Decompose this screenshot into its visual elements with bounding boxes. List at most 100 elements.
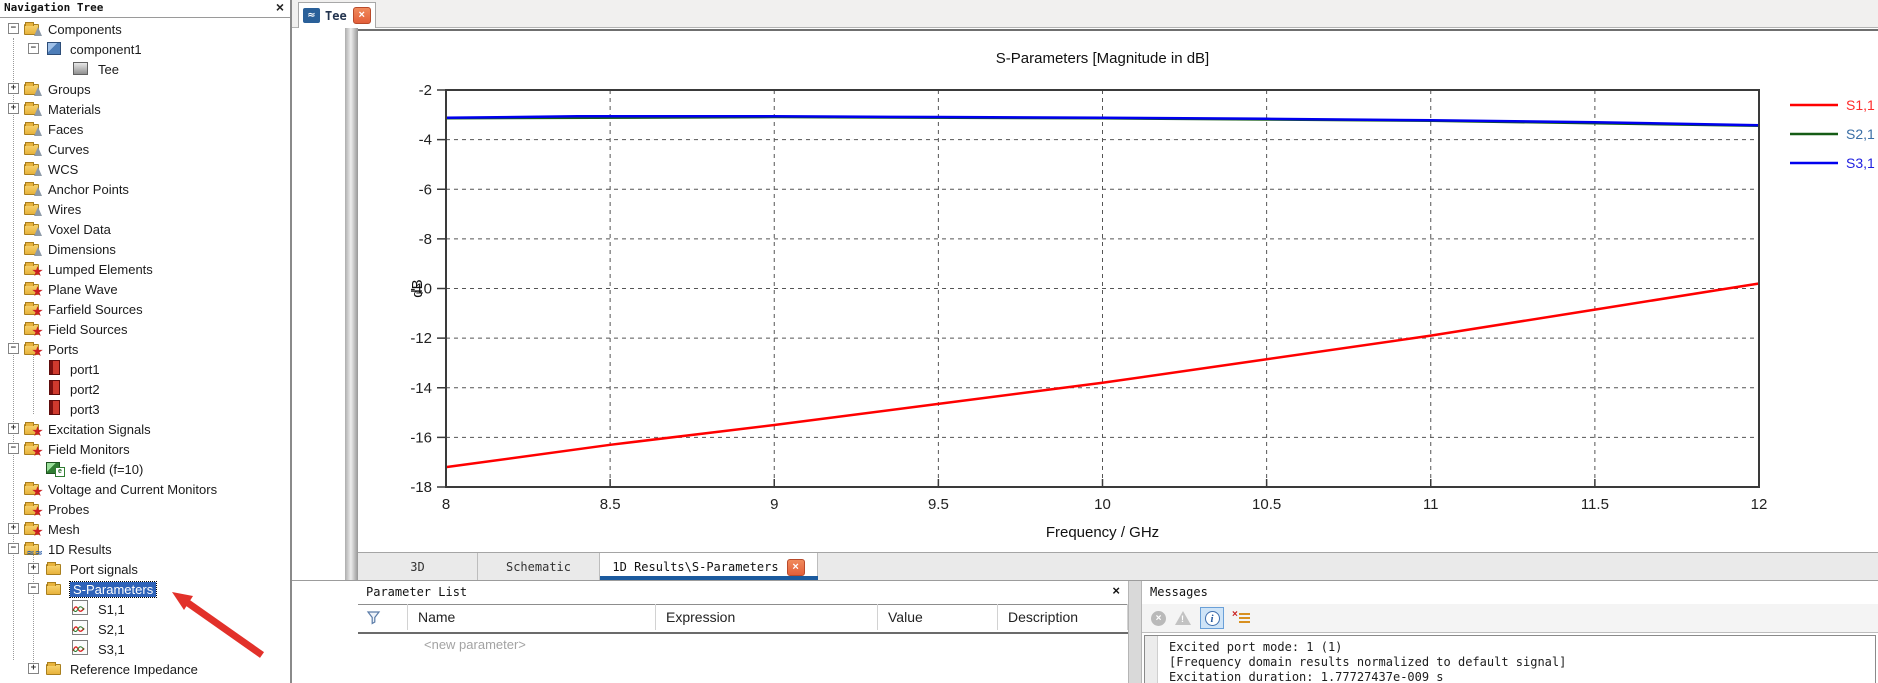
tree-item-components[interactable]: Components [42, 19, 122, 39]
message-list-icon[interactable]: × [1232, 609, 1250, 625]
folder-gear-icon [24, 501, 43, 517]
column-header-description[interactable]: Description [998, 604, 1128, 630]
result-waves-icon: ≈ [303, 8, 320, 23]
message-line: [Frequency domain results normalized to … [1169, 655, 1567, 669]
error-filter-icon[interactable]: × [1151, 610, 1166, 626]
collapse-toggle-icon[interactable]: − [8, 543, 19, 554]
x-axis-label: Frequency / GHz [1046, 524, 1159, 541]
tree-item-label: S-Parameters [68, 580, 158, 598]
x-tick-label: 9.5 [928, 496, 949, 513]
tree-item-reference-impedance[interactable]: Reference Impedance [64, 659, 198, 679]
x-tick-label: 12 [1751, 496, 1768, 513]
window-edge-splitter[interactable] [345, 28, 358, 683]
folder-gear-icon [24, 481, 43, 497]
tree-item-port1[interactable]: port1 [64, 359, 100, 379]
tree-item-s3-1[interactable]: S3,1 [92, 639, 125, 659]
document-tab-tee[interactable]: ≈ Tee × [298, 2, 376, 28]
y-tick-label: -18 [410, 479, 432, 496]
tree-item-probes[interactable]: Probes [42, 499, 89, 519]
expand-toggle-icon[interactable]: + [28, 663, 39, 674]
messages-title: Messages [1150, 585, 1208, 599]
tree-connector-line [33, 352, 34, 414]
view-tab-close-icon[interactable]: × [786, 558, 805, 576]
tree-item-dimensions[interactable]: Dimensions [42, 239, 116, 259]
document-tab-close-icon[interactable]: × [352, 7, 371, 24]
folder-gear-icon [24, 521, 43, 537]
panel-splitter[interactable] [1128, 581, 1142, 683]
expand-toggle-icon[interactable]: + [8, 83, 19, 94]
tree-item-s2-1[interactable]: S2,1 [92, 619, 125, 639]
info-filter-icon[interactable]: i [1200, 607, 1224, 629]
y-tick-label: -4 [419, 132, 432, 149]
column-header-name[interactable]: Name [408, 604, 656, 630]
y-tick-label: -14 [410, 380, 432, 397]
collapse-toggle-icon[interactable]: − [8, 23, 19, 34]
tree-item-label: Ports [48, 341, 79, 357]
document-tab-label: Tee [325, 8, 347, 23]
component-cube-icon [46, 41, 63, 55]
tree-item-field-sources[interactable]: Field Sources [42, 319, 127, 339]
tree-item-materials[interactable]: Materials [42, 99, 101, 119]
column-header-expression[interactable]: Expression [656, 604, 878, 630]
tree-item-farfield-sources[interactable]: Farfield Sources [42, 299, 143, 319]
tree-item-port3[interactable]: port3 [64, 399, 100, 419]
collapse-toggle-icon[interactable]: − [8, 343, 19, 354]
tree-item-port-signals[interactable]: Port signals [64, 559, 138, 579]
parameter-list-header: Parameter List × [358, 581, 1128, 605]
filter-column-header[interactable] [358, 604, 408, 630]
tree-item-voltage-and-current-monitors[interactable]: Voltage and Current Monitors [42, 479, 217, 499]
tree-item-label: Field Monitors [48, 441, 130, 457]
tree-item-wcs[interactable]: WCS [42, 159, 78, 179]
tree-item-field-monitors[interactable]: Field Monitors [42, 439, 130, 459]
navigation-tree-close-icon[interactable]: × [275, 0, 284, 15]
tree-item-label: 1D Results [48, 541, 112, 557]
messages-text-area[interactable]: Excited port mode: 1 (1) [Frequency domai… [1144, 635, 1876, 683]
tree-item-curves[interactable]: Curves [42, 139, 89, 159]
tree-item-label: component1 [70, 41, 142, 57]
folder-waves-icon: ≈≈ [24, 541, 43, 559]
collapse-toggle-icon[interactable]: − [28, 583, 39, 594]
expand-toggle-icon[interactable]: + [8, 103, 19, 114]
collapse-toggle-icon[interactable]: − [28, 43, 39, 54]
tree-item-s1-1[interactable]: S1,1 [92, 599, 125, 619]
port-icon [46, 380, 63, 395]
tree-item-label: port1 [70, 361, 100, 377]
tree-item-label: Plane Wave [48, 281, 118, 297]
parameter-list-column-headers: Name Expression Value Description [358, 604, 1128, 634]
tree-item-label: Excitation Signals [48, 421, 151, 437]
s-parameter-chart: S-Parameters [Magnitude in dB] -2 -4 -6 -8 -1… [409, 50, 1875, 541]
tree-item-groups[interactable]: Groups [42, 79, 91, 99]
parameter-list-close-icon[interactable]: × [1112, 583, 1120, 598]
expand-toggle-icon[interactable]: + [8, 423, 19, 434]
tree-item-tee[interactable]: Tee [92, 59, 119, 79]
tree-item-ports[interactable]: Ports [42, 339, 78, 359]
new-parameter-row[interactable]: <new parameter> [424, 637, 526, 652]
column-header-value[interactable]: Value [878, 604, 998, 630]
tree-item-voxel-data[interactable]: Voxel Data [42, 219, 111, 239]
tree-item-lumped-elements[interactable]: Lumped Elements [42, 259, 153, 279]
tree-item-port2[interactable]: port2 [64, 379, 100, 399]
navigation-tree-title: Navigation Tree [4, 1, 104, 14]
tree-item-e-field-f-10-[interactable]: e-field (f=10) [64, 459, 143, 479]
tree-item-label: Probes [48, 501, 90, 517]
tree-item-wires[interactable]: Wires [42, 199, 81, 219]
folder-gear-icon [24, 321, 43, 337]
tree-item-mesh[interactable]: Mesh [42, 519, 80, 539]
expand-toggle-icon[interactable]: + [8, 523, 19, 534]
tree-item-s-parameters[interactable]: S-Parameters [64, 579, 158, 599]
tree-item-label: Curves [48, 141, 90, 157]
expand-toggle-icon[interactable]: + [28, 563, 39, 574]
tree-item-anchor-points[interactable]: Anchor Points [42, 179, 129, 199]
tree-item-label: Tee [98, 61, 119, 77]
folder-gear-icon [24, 301, 43, 317]
tree-item-1d-results[interactable]: 1D Results [42, 539, 112, 559]
warning-filter-icon[interactable]: ! [1175, 611, 1191, 625]
view-tab-schematic[interactable]: Schematic [478, 553, 600, 581]
tree-item-plane-wave[interactable]: Plane Wave [42, 279, 118, 299]
tree-item-component1[interactable]: component1 [64, 39, 142, 59]
view-tab-3d[interactable]: 3D [358, 553, 478, 581]
tree-item-label: Materials [48, 101, 101, 117]
tree-item-faces[interactable]: Faces [42, 119, 83, 139]
tree-item-excitation-signals[interactable]: Excitation Signals [42, 419, 151, 439]
collapse-toggle-icon[interactable]: − [8, 443, 19, 454]
